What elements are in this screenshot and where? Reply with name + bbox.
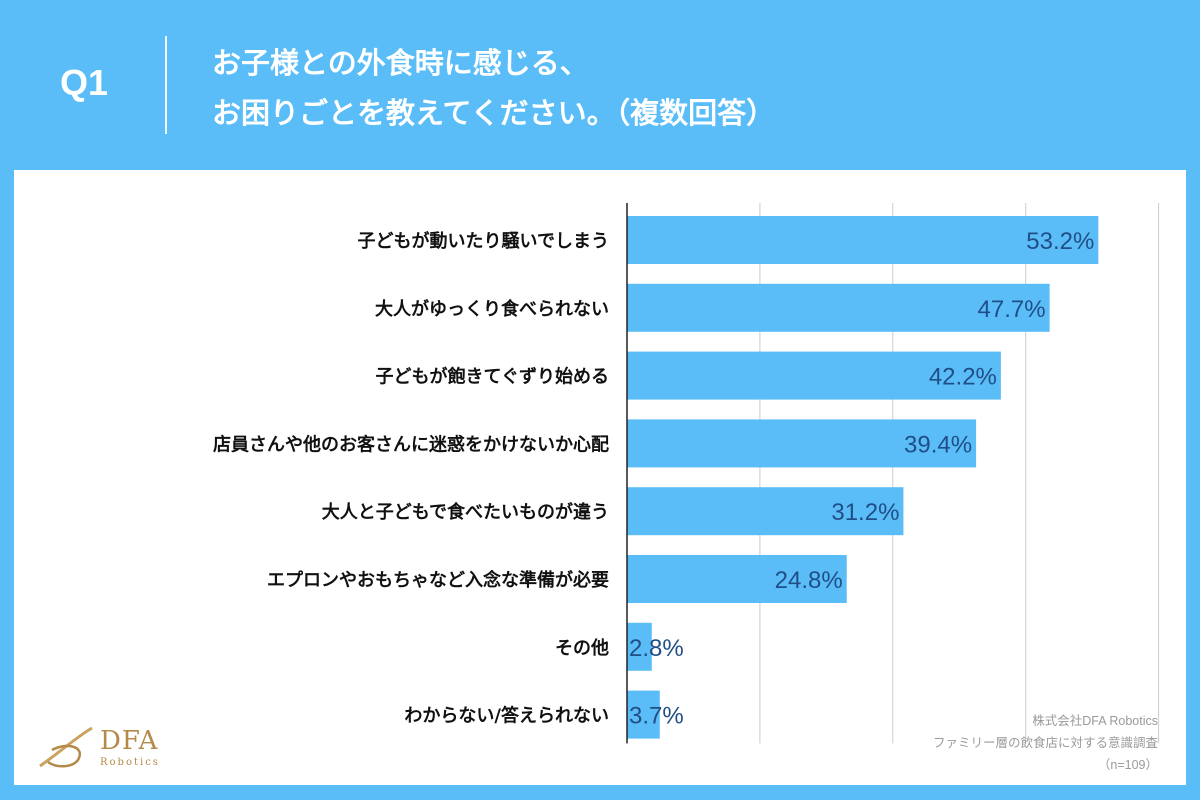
- bar: [627, 216, 1099, 264]
- source-company: 株式会社DFA Robotics: [1032, 714, 1158, 728]
- dfa-logo-icon: [39, 726, 93, 768]
- category-label: 大人と子どもで食べたいものが違う: [322, 501, 609, 523]
- bar: [627, 690, 660, 739]
- category-label: 大人がゆっくり食べられない: [375, 298, 609, 320]
- bar-chart: 子どもが動いたり騒いでしまう 53.2% 大人がゆっくり食べられない 47.7% 子ども…: [213, 203, 1160, 744]
- data-label: 24.8%: [775, 567, 843, 594]
- data-label: 2.8%: [629, 635, 684, 662]
- logo-subtitle: Robotics: [100, 757, 160, 768]
- bar: [627, 555, 847, 603]
- data-label: 47.7%: [978, 296, 1046, 323]
- header-divider: [165, 36, 167, 134]
- data-label: 53.2%: [1026, 228, 1094, 255]
- category-label: 子どもが飽きてぐずり始める: [376, 366, 609, 388]
- question-line-2: お困りごとを教えてください。（複数回答）: [212, 96, 776, 130]
- category-label: 店員さんや他のお客さんに迷惑をかけないか心配: [213, 433, 609, 455]
- bar: [627, 283, 1050, 332]
- question-line-1: お子様との外食時に感じる、: [212, 46, 589, 80]
- chart-card: 子どもが動いたり騒いでしまう 53.2% 大人がゆっくり食べられない 47.7% 子ども…: [14, 170, 1186, 785]
- bar: [627, 487, 904, 536]
- question-number: Q1: [60, 62, 109, 103]
- data-label: 31.2%: [831, 499, 899, 526]
- source-survey: ファミリー層の飲食店に対する意識調査: [932, 736, 1158, 750]
- source-sample: （n=109）: [1097, 758, 1158, 772]
- category-label: わからない/答えられない: [404, 705, 609, 727]
- category-label: エプロンやおもちゃなど入念な準備が必要: [267, 569, 609, 591]
- data-label: 3.7%: [629, 703, 684, 730]
- category-label: その他: [555, 637, 609, 659]
- logo-wordmark: DFA: [100, 726, 159, 756]
- data-label: 42.2%: [929, 364, 997, 391]
- bar: [627, 419, 977, 468]
- bar: [627, 351, 1001, 400]
- source-note: 株式会社DFA Robotics ファミリー層の飲食店に対する意識調査 （n=1…: [933, 710, 1158, 776]
- category-label: 子どもが動いたり騒いでしまう: [358, 230, 609, 252]
- data-label: 39.4%: [904, 431, 972, 458]
- bar: [627, 622, 652, 671]
- question-title: お子様との外食時に感じる、 お困りごとを教えてください。（複数回答）: [212, 38, 775, 138]
